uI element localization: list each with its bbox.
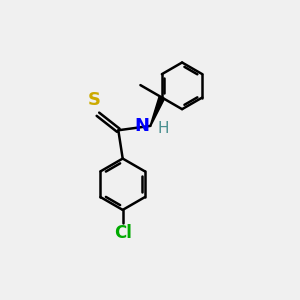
Polygon shape	[150, 96, 165, 126]
Text: N: N	[134, 117, 149, 135]
Text: S: S	[88, 91, 101, 109]
Text: H: H	[158, 121, 169, 136]
Text: Cl: Cl	[114, 224, 132, 242]
